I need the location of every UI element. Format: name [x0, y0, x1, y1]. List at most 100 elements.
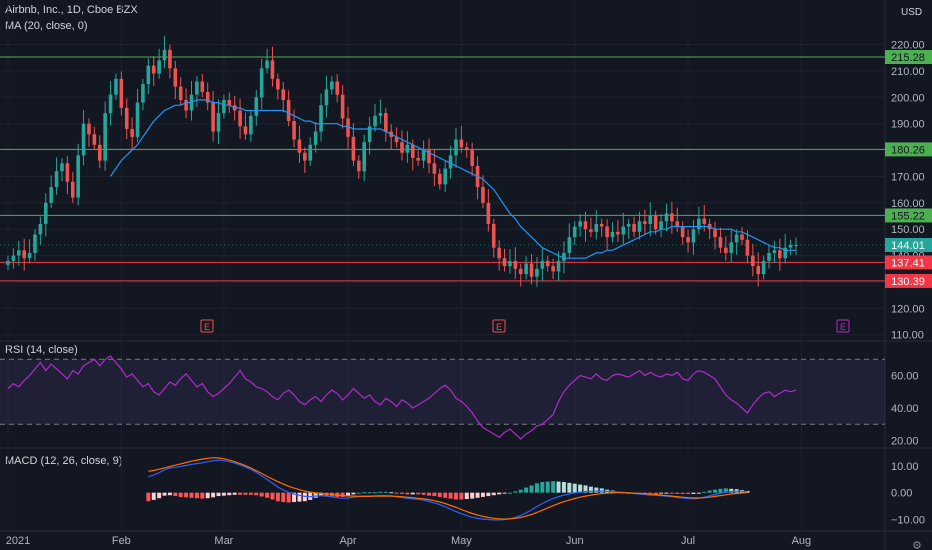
rsi-tick-label: 20.00: [891, 436, 919, 448]
candle: [594, 223, 599, 232]
candle: [184, 99, 188, 111]
macd-hist-bar: [184, 492, 189, 498]
candle: [200, 81, 205, 93]
candle: [524, 263, 528, 275]
candle: [718, 237, 723, 248]
candle: [335, 81, 340, 95]
candle: [502, 258, 507, 267]
level-tag-label: 155.22: [891, 210, 925, 222]
candle: [254, 97, 259, 116]
level-tag-label: 130.39: [891, 276, 925, 288]
candle: [648, 216, 653, 224]
candle: [643, 221, 647, 224]
candle: [697, 218, 701, 230]
candle: [54, 171, 59, 187]
candle: [211, 102, 215, 132]
candle: [394, 136, 399, 143]
rsi-line: [7, 355, 797, 440]
macd-hist-bar: [167, 492, 172, 496]
macd-hist-bar: [351, 492, 356, 495]
candle: [378, 113, 383, 116]
candle: [529, 263, 534, 277]
macd-hist-bar: [475, 492, 480, 498]
currency-label[interactable]: USD: [901, 7, 923, 18]
candle: [303, 152, 307, 161]
candle: [756, 266, 761, 275]
macd-hist-bar: [551, 481, 556, 493]
candle: [38, 223, 43, 235]
candle: [464, 147, 469, 151]
macd-hist-bar: [518, 489, 523, 493]
y-tick-label: 220.00: [891, 40, 925, 52]
candle: [562, 252, 566, 261]
candle: [259, 68, 264, 98]
candle: [675, 221, 680, 227]
candle: [788, 245, 793, 248]
candle: [227, 99, 232, 106]
level-tag: [885, 273, 932, 288]
gear-icon[interactable]: [912, 540, 922, 550]
macd-hist-bar: [534, 483, 539, 493]
candle: [599, 223, 604, 227]
macd-hist-bar: [502, 492, 507, 494]
macd-hist-bar: [421, 492, 426, 495]
candle: [778, 250, 782, 259]
candle: [367, 126, 372, 143]
candle: [702, 218, 707, 224]
candle: [60, 163, 64, 172]
macd-hist-bar: [453, 492, 458, 500]
candle: [535, 268, 539, 277]
x-tick-label: 2021: [6, 535, 30, 547]
y-tick-label: 160.00: [891, 198, 925, 210]
x-tick-label: Jun: [566, 535, 584, 547]
candle: [81, 123, 86, 156]
macd-hist-bar: [259, 492, 264, 497]
macd-hist-bar: [405, 492, 410, 495]
candle: [448, 155, 453, 169]
candle: [518, 268, 523, 275]
candle: [578, 221, 582, 227]
candle: [432, 163, 437, 174]
macd-hist-bar: [173, 492, 178, 497]
rsi-band-fill: [0, 359, 885, 425]
macd-line: [148, 459, 748, 521]
candle: [486, 202, 491, 224]
macd-hist-bar: [480, 492, 485, 497]
chart-title: Airbnb, Inc., 1D, Cboe BZX: [5, 4, 138, 16]
macd-hist-bar: [540, 482, 545, 493]
rsi-tick-label: 60.00: [891, 371, 919, 383]
macd-hist-bar: [594, 487, 599, 493]
candle: [637, 221, 642, 232]
candle: [135, 102, 140, 137]
candle: [772, 250, 777, 253]
candle: [616, 231, 620, 235]
candle: [686, 237, 690, 243]
candle: [340, 94, 345, 119]
candle: [783, 247, 788, 259]
macd-hist-bar: [486, 492, 491, 497]
candle: [276, 78, 280, 90]
candle: [151, 65, 156, 74]
ma-line: [110, 99, 796, 259]
macd-hist-bar: [205, 492, 210, 499]
macd-hist-bar: [448, 492, 453, 499]
macd-hist-bar: [659, 492, 664, 494]
x-tick-label: May: [451, 535, 472, 547]
macd-hist-bar: [200, 492, 205, 499]
candle: [400, 142, 404, 153]
candle: [610, 231, 615, 238]
candle: [605, 226, 609, 238]
macd-hist-bar: [696, 492, 701, 494]
macd-hist-bar: [340, 492, 345, 497]
macd-hist-bar: [319, 492, 324, 497]
candle: [443, 168, 447, 185]
candle: [270, 60, 275, 79]
macd-hist-bar: [686, 492, 691, 494]
macd-hist-bar: [459, 492, 464, 500]
candle: [437, 173, 442, 185]
macd-hist-bar: [383, 491, 388, 493]
macd-hist-bar: [270, 492, 275, 500]
candle: [297, 139, 302, 153]
macd-hist-bar: [664, 492, 669, 494]
